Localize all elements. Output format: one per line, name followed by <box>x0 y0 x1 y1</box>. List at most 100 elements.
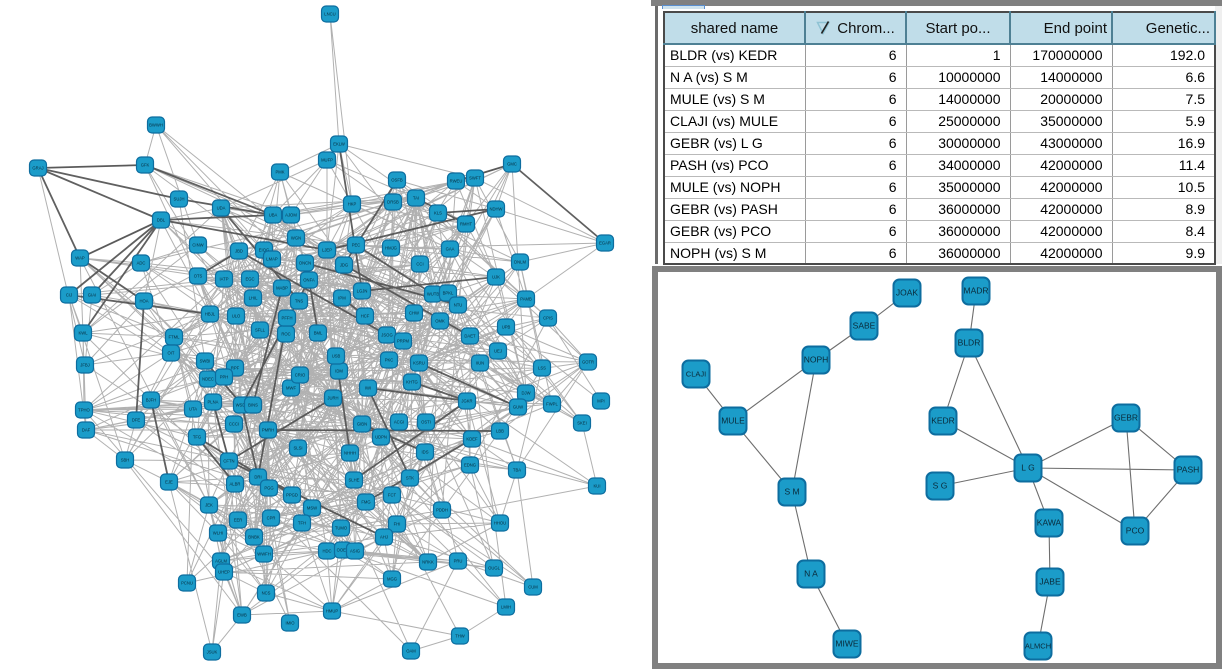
svg-text:ASIG: ASIG <box>350 549 360 554</box>
svg-text:OSTI: OSTI <box>421 420 431 425</box>
svg-text:RPF: RPF <box>231 366 240 371</box>
svg-text:IPM: IPM <box>338 296 346 301</box>
svg-text:PRPM: PRPM <box>397 339 410 344</box>
svg-text:IMIO: IMIO <box>285 621 295 626</box>
svg-text:N A: N A <box>804 569 818 579</box>
svg-text:S G: S G <box>933 481 948 491</box>
svg-text:CUM: CUM <box>528 585 538 590</box>
svg-text:NOPH: NOPH <box>804 355 829 365</box>
svg-text:DBL: DBL <box>157 218 166 223</box>
svg-text:FWPL: FWPL <box>546 402 558 407</box>
svg-text:OAM: OAM <box>406 649 416 654</box>
svg-text:KEDR: KEDR <box>931 416 955 426</box>
svg-text:BLDR: BLDR <box>958 338 981 348</box>
svg-text:JEK: JEK <box>205 503 213 508</box>
svg-text:HBJL: HBJL <box>205 312 216 317</box>
svg-text:LJEP: LJEP <box>322 248 332 253</box>
svg-text:MUFP: MUFP <box>321 158 333 163</box>
svg-text:CHW: CHW <box>409 311 419 316</box>
svg-text:LGJN: LGJN <box>357 289 368 294</box>
svg-text:KAWA: KAWA <box>1037 518 1062 528</box>
svg-text:ADC: ADC <box>137 261 146 266</box>
svg-text:MPI: MPI <box>597 399 604 404</box>
svg-text:WUTB: WUTB <box>427 292 440 297</box>
svg-text:CCCI: CCCI <box>229 422 239 427</box>
svg-text:GIBN: GIBN <box>357 422 367 427</box>
svg-text:OSFB: OSFB <box>391 178 403 183</box>
svg-text:LNCU: LNCU <box>324 12 335 17</box>
svg-text:NTU: NTU <box>454 303 463 308</box>
svg-text:UTA: UTA <box>189 407 197 412</box>
svg-text:EGC: EGC <box>245 277 254 282</box>
svg-text:SABE: SABE <box>853 321 876 331</box>
svg-text:JSUK: JSUK <box>207 650 218 655</box>
svg-text:PCNU: PCNU <box>181 581 193 586</box>
svg-text:NDEC: NDEC <box>202 377 214 382</box>
svg-text:ULO: ULO <box>232 314 241 319</box>
svg-text:S M: S M <box>784 487 799 497</box>
svg-text:KLS: KLS <box>434 211 442 216</box>
svg-text:PAMB: PAMB <box>520 297 532 302</box>
svg-text:DJW: DJW <box>521 391 530 396</box>
svg-text:BJFH: BJFH <box>146 398 156 403</box>
svg-text:WWFH: WWFH <box>257 552 271 557</box>
svg-text:CIJ: CIJ <box>66 293 72 298</box>
svg-text:PRU: PRU <box>454 559 463 564</box>
svg-text:BML: BML <box>314 331 323 336</box>
svg-text:WLHI: WLHI <box>213 531 223 536</box>
svg-text:L G: L G <box>1021 463 1034 473</box>
svg-text:THW: THW <box>455 634 465 639</box>
svg-text:KDEF: KDEF <box>466 437 478 442</box>
svg-text:DAET: DAET <box>464 334 476 339</box>
svg-text:KHTG: KHTG <box>406 380 418 385</box>
svg-text:HKP: HKP <box>348 202 357 207</box>
svg-text:MULE: MULE <box>721 416 745 426</box>
svg-text:SWBI: SWBI <box>200 359 211 364</box>
svg-text:JFBJ: JFBJ <box>80 363 90 368</box>
svg-text:BWWH: BWWH <box>149 123 163 128</box>
svg-text:ALBR: ALBR <box>230 482 241 487</box>
svg-text:NHHH: NHHH <box>344 451 356 456</box>
svg-text:OUGL: OUGL <box>488 566 501 571</box>
svg-text:DFE: DFE <box>132 418 141 423</box>
svg-text:PEC: PEC <box>352 243 361 248</box>
svg-text:SKEI: SKEI <box>577 421 587 426</box>
svg-text:HDC: HDC <box>322 549 331 554</box>
svg-text:UPB: UPB <box>502 325 511 330</box>
svg-text:OTS: OTS <box>194 274 203 279</box>
svg-text:UJK: UJK <box>492 275 500 280</box>
svg-text:BNBK: BNBK <box>248 535 260 540</box>
svg-text:SLSI: SLSI <box>293 446 302 451</box>
svg-text:JBD: JBD <box>235 249 243 254</box>
svg-text:SBH: SBH <box>121 458 130 463</box>
svg-text:UDPN: UDPN <box>375 435 387 440</box>
svg-text:DRSB: DRSB <box>387 200 399 205</box>
svg-text:GEBR: GEBR <box>1114 413 1138 423</box>
svg-text:SUJH: SUJH <box>174 197 185 202</box>
svg-text:JURH: JURH <box>327 396 338 401</box>
svg-text:MGG: MGG <box>387 577 397 582</box>
svg-text:IATP: IATP <box>220 277 229 282</box>
svg-text:UEJ: UEJ <box>494 349 502 354</box>
svg-text:TUMO: TUMO <box>335 526 348 531</box>
svg-text:LHIL: LHIL <box>249 296 259 301</box>
svg-text:CCI: CCI <box>416 262 423 267</box>
svg-text:AGLM: AGLM <box>215 559 227 564</box>
svg-text:CINW: CINW <box>192 243 203 248</box>
svg-text:GRAJ: GRAJ <box>32 166 43 171</box>
svg-text:EJE: EJE <box>165 480 173 485</box>
svg-text:HOA: HOA <box>139 299 148 304</box>
svg-text:KWL: KWL <box>78 331 88 336</box>
svg-text:JGKR: JGKR <box>461 399 472 404</box>
svg-text:FCT: FCT <box>388 493 397 498</box>
svg-text:NRKK: NRKK <box>422 560 434 565</box>
svg-text:EIOG: EIOG <box>259 248 269 253</box>
svg-text:ONFA: ONFA <box>303 278 315 283</box>
svg-text:OOEM: OOEM <box>337 548 350 553</box>
svg-text:ONCN: ONCN <box>299 261 311 266</box>
svg-text:WAP: WAP <box>75 256 85 261</box>
svg-text:PLNA: PLNA <box>208 400 219 405</box>
svg-text:GOTR: GOTR <box>582 360 594 365</box>
svg-text:FMG: FMG <box>361 500 370 505</box>
svg-text:BPKL: BPKL <box>443 291 454 296</box>
